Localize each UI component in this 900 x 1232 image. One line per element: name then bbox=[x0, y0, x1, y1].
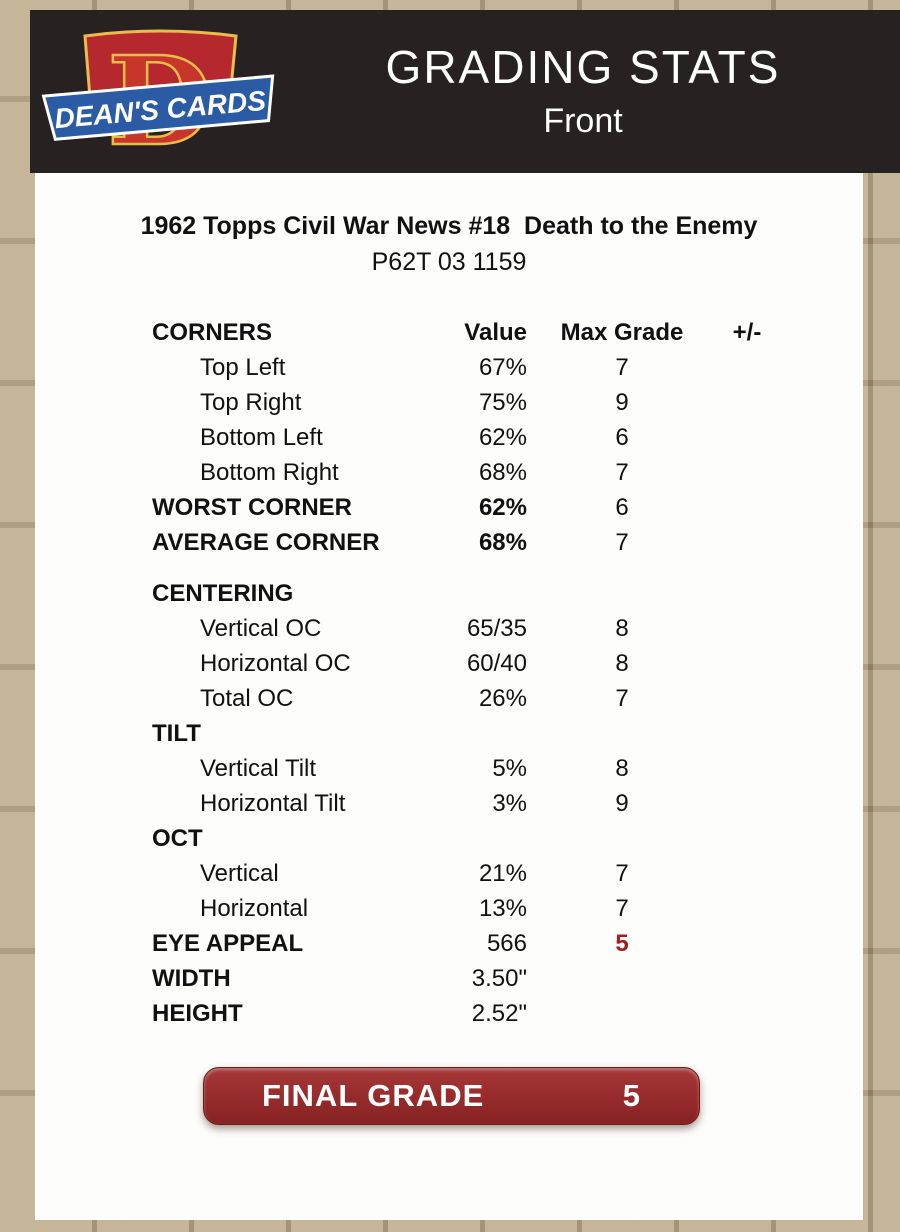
row-label: Horizontal bbox=[200, 894, 309, 922]
row-max: 6 bbox=[615, 423, 629, 451]
row-label: Top Right bbox=[200, 388, 302, 416]
row-label: Vertical bbox=[200, 859, 279, 887]
page-title: GRADING STATS bbox=[385, 40, 781, 93]
table-row: WORST CORNER 62% 6 bbox=[152, 490, 863, 525]
row-max: 7 bbox=[615, 353, 629, 381]
header-bar: D DEAN'S CARDS GRADING STATS Front bbox=[30, 10, 900, 173]
table-row: WIDTH 3.50" bbox=[152, 961, 863, 996]
deans-cards-logo: D DEAN'S CARDS bbox=[30, 26, 290, 158]
table-row: HEIGHT 2.52" bbox=[152, 996, 863, 1031]
row-label: Vertical Tilt bbox=[200, 754, 317, 782]
row-value: 2.52" bbox=[471, 999, 527, 1027]
row-value: 5% bbox=[492, 754, 527, 782]
table-row: Horizontal OC 60/40 8 bbox=[152, 646, 863, 681]
final-grade-value: 5 bbox=[622, 1078, 641, 1113]
table-row: Top Left 67% 7 bbox=[152, 350, 863, 385]
row-label: EYE APPEAL bbox=[152, 929, 304, 957]
row-label: AVERAGE CORNER bbox=[152, 528, 380, 556]
deans-cards-logo-graphic: D DEAN'S CARDS bbox=[41, 27, 275, 158]
card-code: P62T 03 1159 bbox=[371, 248, 527, 276]
logo-ribbon-shape bbox=[41, 73, 275, 141]
card-title: 1962 Topps Civil War News #18 Death to t… bbox=[140, 212, 758, 240]
row-max: 7 bbox=[615, 684, 629, 712]
row-value: 3% bbox=[492, 789, 527, 817]
row-max: 6 bbox=[615, 493, 629, 521]
table-row: Vertical Tilt 5% 8 bbox=[152, 751, 863, 786]
row-max: 8 bbox=[615, 614, 629, 642]
table-row: Horizontal Tilt 3% 9 bbox=[152, 786, 863, 821]
row-label: WORST CORNER bbox=[152, 493, 352, 521]
table-row: Vertical OC 65/35 8 bbox=[152, 611, 863, 646]
row-label: Top Left bbox=[200, 353, 286, 381]
row-max: 5 bbox=[615, 929, 629, 957]
row-label: HEIGHT bbox=[152, 999, 243, 1027]
row-label: OCT bbox=[152, 824, 203, 852]
logo-ribbon: DEAN'S CARDS bbox=[41, 73, 275, 141]
row-value: 65/35 bbox=[466, 614, 527, 642]
row-label: Horizontal OC bbox=[200, 649, 351, 677]
table-row: AVERAGE CORNER 68% 7 bbox=[152, 525, 863, 560]
row-value: 62% bbox=[478, 423, 527, 451]
row-label: Bottom Left bbox=[200, 423, 323, 451]
table-row: Top Right 75% 9 bbox=[152, 385, 863, 420]
final-grade-label: FINAL GRADE bbox=[262, 1078, 485, 1113]
row-max: 8 bbox=[615, 649, 629, 677]
row-label: Bottom Right bbox=[200, 458, 339, 486]
row-label: CENTERING bbox=[152, 579, 294, 607]
row-max: 7 bbox=[615, 894, 629, 922]
row-label: Total OC bbox=[200, 684, 294, 712]
row-value: 21% bbox=[478, 859, 527, 887]
col-header-plus-minus: +/- bbox=[732, 318, 762, 346]
table-row: Bottom Right 68% 7 bbox=[152, 455, 863, 490]
row-label: TILT bbox=[152, 719, 201, 747]
table-row: CENTERING bbox=[152, 576, 863, 611]
stats-table: CORNERS Value Max Grade +/- Top Left 67%… bbox=[152, 315, 863, 1031]
table-row: Vertical 21% 7 bbox=[152, 856, 863, 891]
final-grade-button[interactable]: FINAL GRADE 5 bbox=[203, 1067, 700, 1125]
row-max: 7 bbox=[615, 528, 629, 556]
row-value: 566 bbox=[486, 929, 527, 957]
row-max: 7 bbox=[615, 859, 629, 887]
row-value: 75% bbox=[478, 388, 527, 416]
row-max: 8 bbox=[615, 754, 629, 782]
page-subtitle: Front bbox=[543, 102, 623, 141]
row-max: 9 bbox=[615, 388, 629, 416]
row-max: 9 bbox=[615, 789, 629, 817]
table-row: EYE APPEAL 566 5 bbox=[152, 926, 863, 961]
stats-card: 1962 Topps Civil War News #18 Death to t… bbox=[35, 173, 863, 1220]
row-value: 68% bbox=[478, 458, 527, 486]
row-label: Horizontal Tilt bbox=[200, 789, 346, 817]
table-row: OCT bbox=[152, 821, 863, 856]
row-value: 60/40 bbox=[466, 649, 527, 677]
row-value: 13% bbox=[478, 894, 527, 922]
table-row: Horizontal 13% 7 bbox=[152, 891, 863, 926]
row-value: 3.50" bbox=[471, 964, 527, 992]
row-label: Vertical OC bbox=[200, 614, 322, 642]
table-header-row: CORNERS Value Max Grade +/- bbox=[152, 315, 863, 350]
table-row: TILT bbox=[152, 716, 863, 751]
row-max: 7 bbox=[615, 458, 629, 486]
row-label: WIDTH bbox=[152, 964, 231, 992]
col-header-max-grade: Max Grade bbox=[560, 318, 684, 346]
table-row: Total OC 26% 7 bbox=[152, 681, 863, 716]
row-value: 62% bbox=[478, 493, 527, 521]
col-header-corners: CORNERS bbox=[152, 318, 273, 346]
header-text: GRADING STATS Front bbox=[290, 42, 900, 142]
row-value: 67% bbox=[478, 353, 527, 381]
col-header-value: Value bbox=[464, 318, 527, 346]
row-value: 68% bbox=[478, 528, 527, 556]
row-value: 26% bbox=[478, 684, 527, 712]
stats-rows: Top Left 67% 7 Top Right 75% 9 Bottom Le… bbox=[152, 350, 863, 1031]
table-row: Bottom Left 62% 6 bbox=[152, 420, 863, 455]
